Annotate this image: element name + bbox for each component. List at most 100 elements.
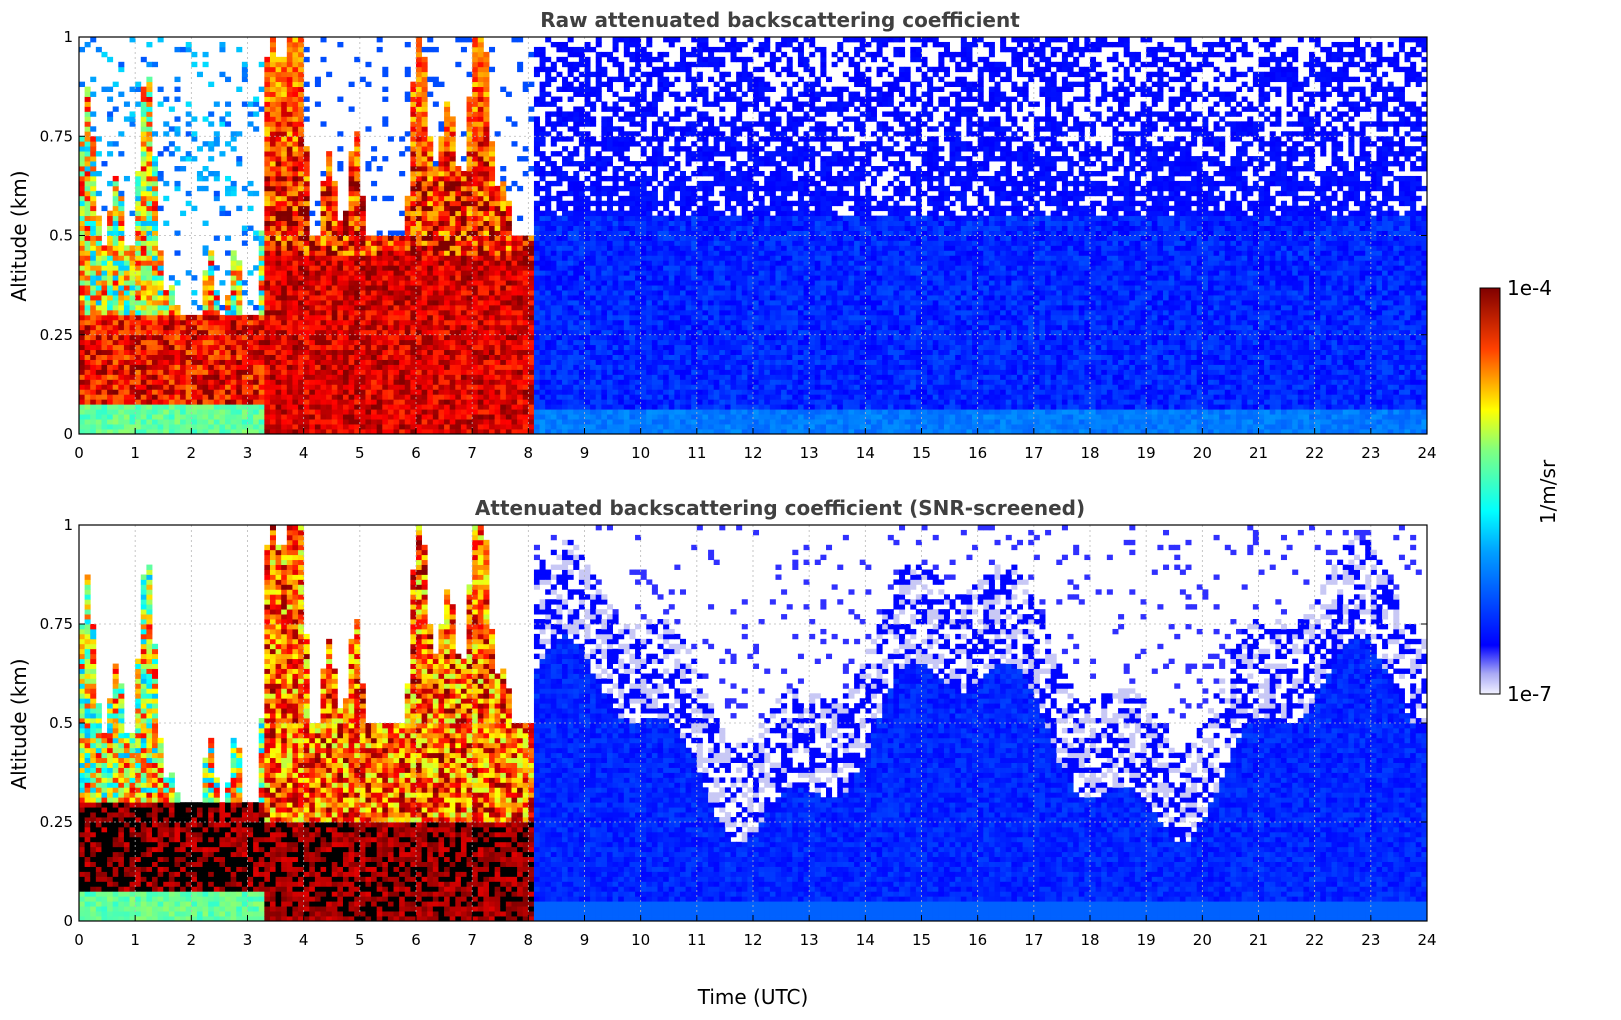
- heatmap-cell: [236, 369, 243, 375]
- heatmap-cell: [539, 185, 546, 192]
- heatmap-cell: [460, 304, 467, 311]
- heatmap-cell: [342, 354, 349, 360]
- heatmap-cell: [185, 131, 192, 137]
- heatmap-cell: [550, 111, 557, 117]
- heatmap-cell: [354, 374, 361, 380]
- heatmap-cell: [342, 295, 349, 301]
- heatmap-cell: [505, 429, 512, 435]
- heatmap-cell: [157, 275, 164, 281]
- heatmap-cell: [573, 215, 580, 222]
- heatmap-cell: [545, 161, 552, 167]
- heatmap-cell: [387, 275, 394, 281]
- heatmap-cell: [331, 190, 338, 197]
- heatmap-cell: [466, 374, 473, 380]
- heatmap-cell: [146, 409, 153, 415]
- heatmap-cell: [444, 166, 451, 172]
- heatmap-cell: [258, 61, 265, 68]
- heatmap-cell: [320, 414, 327, 420]
- heatmap-cell: [275, 280, 282, 286]
- heatmap-cell: [326, 409, 333, 415]
- heatmap-cell: [146, 190, 153, 197]
- heatmap-cell: [550, 329, 557, 336]
- heatmap-cell: [517, 295, 524, 301]
- heatmap-cell: [584, 389, 591, 395]
- heatmap-cell: [483, 230, 490, 236]
- heatmap-cell: [522, 404, 529, 410]
- heatmap-cell: [269, 404, 276, 410]
- heatmap-cell: [90, 166, 97, 172]
- heatmap-cell: [247, 180, 254, 187]
- heatmap-cell: [84, 374, 91, 380]
- heatmap-cell: [157, 170, 164, 177]
- heatmap-cell: [438, 374, 445, 380]
- heatmap-cell: [550, 270, 557, 276]
- heatmap-cell: [275, 359, 282, 365]
- heatmap-cell: [387, 359, 394, 365]
- heatmap-cell: [421, 419, 428, 425]
- heatmap-cell: [286, 414, 293, 420]
- heatmap-cell: [584, 374, 591, 380]
- heatmap-cell: [371, 394, 378, 400]
- heatmap-cell: [140, 344, 147, 351]
- heatmap-cell: [309, 255, 316, 261]
- heatmap-cell: [286, 61, 293, 68]
- heatmap-cell: [292, 290, 299, 296]
- heatmap-cell: [275, 96, 282, 102]
- heatmap-cell: [253, 344, 260, 351]
- heatmap-cell: [410, 180, 417, 187]
- heatmap-cell: [489, 379, 496, 385]
- heatmap-cell: [253, 339, 260, 346]
- heatmap-cell: [533, 309, 540, 316]
- heatmap-cell: [219, 394, 226, 400]
- heatmap-cell: [511, 414, 518, 420]
- heatmap-cell: [112, 215, 119, 222]
- heatmap-cell: [511, 384, 518, 390]
- heatmap-cell: [393, 384, 400, 390]
- heatmap-cell: [365, 81, 372, 88]
- heatmap-cell: [578, 290, 585, 296]
- heatmap-cell: [185, 384, 192, 390]
- heatmap-cell: [112, 220, 119, 226]
- heatmap-cell: [236, 280, 243, 286]
- heatmap-cell: [157, 265, 164, 271]
- heatmap-cell: [326, 374, 333, 380]
- heatmap-cell: [466, 399, 473, 405]
- heatmap-cell: [281, 116, 288, 122]
- heatmap-cell: [404, 146, 411, 152]
- heatmap-cell: [393, 399, 400, 405]
- heatmap-cell: [562, 359, 569, 365]
- heatmap-cell: [365, 250, 372, 256]
- heatmap-cell: [489, 66, 496, 73]
- heatmap-cell: [460, 394, 467, 400]
- heatmap-cell: [472, 131, 479, 137]
- heatmap-cell: [432, 374, 439, 380]
- heatmap-cell: [472, 414, 479, 420]
- heatmap-cell: [286, 111, 293, 117]
- heatmap-cell: [382, 344, 389, 351]
- heatmap-cell: [225, 399, 232, 405]
- heatmap-cell: [84, 195, 91, 202]
- heatmap-cell: [163, 300, 170, 306]
- heatmap-cell: [528, 81, 535, 88]
- heatmap-cell: [118, 131, 125, 137]
- heatmap-cell: [196, 185, 203, 192]
- heatmap-cell: [281, 141, 288, 147]
- heatmap-cell: [298, 285, 305, 291]
- heatmap-cell: [410, 156, 417, 162]
- heatmap-cell: [539, 126, 546, 132]
- heatmap-cell: [202, 220, 209, 226]
- heatmap-cell: [539, 384, 546, 390]
- heatmap-cell: [382, 96, 389, 102]
- heatmap-cell: [84, 200, 91, 207]
- heatmap-cell: [146, 86, 153, 92]
- heatmap-cell: [489, 146, 496, 152]
- heatmap-cell: [466, 424, 473, 430]
- heatmap-cell: [326, 419, 333, 425]
- heatmap-cell: [253, 96, 260, 102]
- heatmap-cell: [107, 265, 114, 271]
- heatmap-cell: [112, 359, 119, 365]
- heatmap-cell: [225, 304, 232, 311]
- heatmap-cell: [118, 419, 125, 425]
- heatmap-cell: [449, 190, 456, 197]
- heatmap-cell: [286, 91, 293, 97]
